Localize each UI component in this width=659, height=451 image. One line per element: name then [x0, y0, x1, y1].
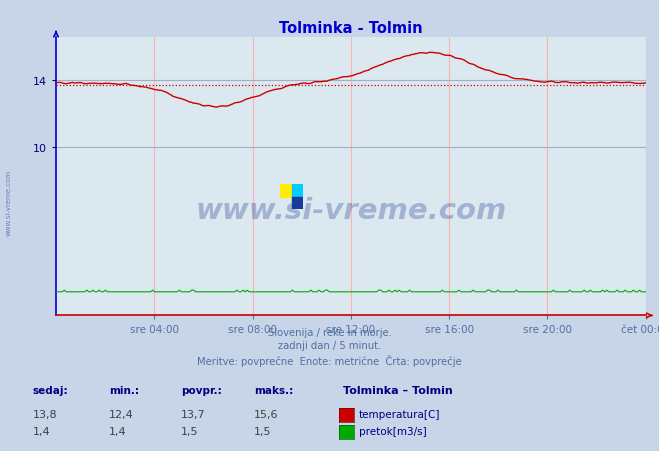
- Title: Tolminka - Tolmin: Tolminka - Tolmin: [279, 21, 422, 36]
- Text: 13,7: 13,7: [181, 409, 206, 419]
- Text: min.:: min.:: [109, 386, 139, 396]
- Text: Meritve: povprečne  Enote: metrične  Črta: povprečje: Meritve: povprečne Enote: metrične Črta:…: [197, 354, 462, 366]
- Text: www.si-vreme.com: www.si-vreme.com: [5, 170, 11, 236]
- Text: 1,5: 1,5: [254, 426, 272, 436]
- Text: zadnji dan / 5 minut.: zadnji dan / 5 minut.: [278, 341, 381, 350]
- Text: www.si-vreme.com: www.si-vreme.com: [195, 196, 507, 224]
- Text: 15,6: 15,6: [254, 409, 278, 419]
- Text: temperatura[C]: temperatura[C]: [359, 409, 441, 419]
- Text: Slovenija / reke in morje.: Slovenija / reke in morje.: [268, 327, 391, 337]
- Bar: [291, 185, 303, 197]
- Text: 1,4: 1,4: [33, 426, 51, 436]
- Text: 12,4: 12,4: [109, 409, 134, 419]
- Text: sedaj:: sedaj:: [33, 386, 69, 396]
- Text: maks.:: maks.:: [254, 386, 293, 396]
- Text: 1,4: 1,4: [109, 426, 127, 436]
- Text: 1,5: 1,5: [181, 426, 199, 436]
- Text: pretok[m3/s]: pretok[m3/s]: [359, 426, 427, 436]
- Text: povpr.:: povpr.:: [181, 386, 222, 396]
- Bar: [280, 185, 291, 197]
- Text: Tolminka – Tolmin: Tolminka – Tolmin: [343, 386, 453, 396]
- Bar: [291, 197, 303, 210]
- Text: 13,8: 13,8: [33, 409, 57, 419]
